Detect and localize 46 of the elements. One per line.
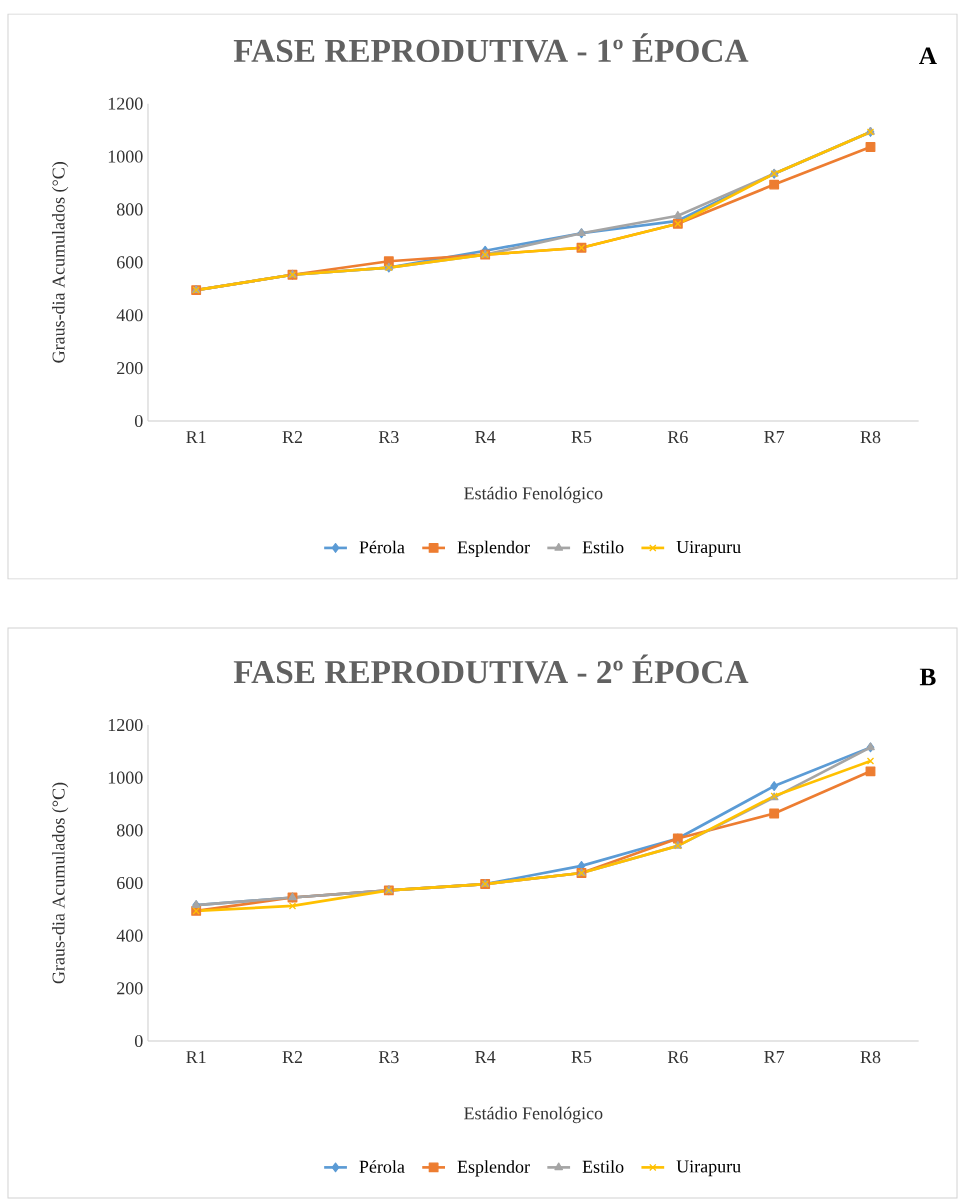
y-tick-label: 1200 (108, 97, 143, 110)
text: A (919, 47, 937, 65)
y-tick-label: 1000 (108, 150, 143, 163)
x-tick-label: R5 (571, 1051, 592, 1063)
x-tick-label: R4 (475, 1051, 496, 1063)
legend-label: Estilo (582, 540, 624, 554)
y-tick-label: 800 (116, 824, 143, 837)
y-tick-label: 1200 (108, 718, 143, 732)
x-tick-label: R1 (186, 431, 206, 443)
y-tick-label: 0 (134, 1034, 143, 1048)
x-tick-label: R2 (282, 1051, 303, 1063)
legend-label: Uirapuru (676, 1160, 741, 1177)
y-tick-label: 200 (117, 362, 143, 375)
legend-label: Estilo (582, 1160, 624, 1173)
y-axis-title: Graus-dia Acumulados (°C) (51, 162, 69, 363)
x-axis-title: Estádio Fenológico (464, 486, 603, 504)
x-tick-label: R8 (860, 431, 881, 444)
y-tick-label: 1000 (108, 771, 143, 784)
legend-label: Pérola (359, 1160, 405, 1173)
y-tick-label: 400 (116, 929, 143, 942)
x-tick-label: R4 (475, 431, 496, 443)
x-tick-label: R7 (764, 1051, 785, 1063)
legend-label: Pérola (359, 540, 405, 554)
chart-title: FASE REPRODUTIVA - 2º ÉPOCA (233, 654, 749, 684)
x-axis-title: Estádio Fenológico (464, 1106, 603, 1124)
y-tick-label: 800 (116, 203, 143, 216)
x-tick-label: R6 (667, 1051, 688, 1064)
y-tick-label: 400 (116, 309, 143, 322)
x-tick-label: R1 (186, 1051, 206, 1063)
x-tick-label: R3 (378, 1051, 399, 1064)
x-tick-label: R8 (860, 1051, 881, 1064)
y-axis-title: Graus-dia Acumulados (°C) (51, 782, 69, 984)
x-tick-label: R3 (378, 431, 399, 444)
y-tick-label: 0 (134, 414, 143, 428)
legend-label: Uirapuru (676, 540, 741, 557)
x-tick-label: R6 (667, 431, 688, 444)
legend-label: Esplendor (457, 540, 530, 557)
y-tick-label: 600 (117, 256, 143, 269)
x-tick-label: R7 (764, 431, 785, 443)
x-tick-label: R2 (282, 431, 303, 443)
text: B (919, 668, 936, 686)
y-tick-label: 600 (117, 876, 143, 890)
x-tick-label: R5 (571, 431, 592, 443)
chart-title: FASE REPRODUTIVA - 1º ÉPOCA (233, 33, 749, 63)
legend-label: Esplendor (457, 1160, 530, 1177)
y-tick-label: 200 (117, 982, 143, 995)
